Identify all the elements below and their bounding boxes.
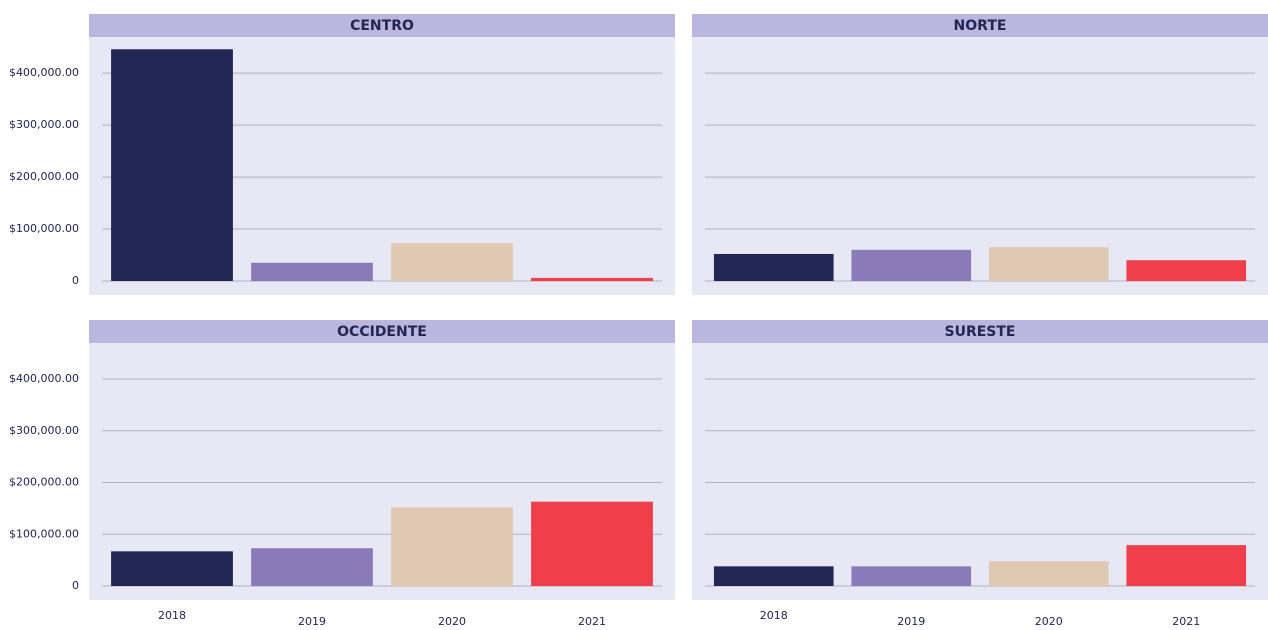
bar: [531, 277, 653, 281]
y-tick-label: $100,000.00: [9, 222, 79, 235]
x-tick-label: 2018: [158, 609, 186, 622]
x-tick-label: 2020: [438, 615, 466, 626]
x-tick-label: 2019: [298, 615, 326, 626]
bar: [1126, 260, 1247, 281]
y-tick-label: $100,000.00: [9, 527, 79, 540]
x-tick-label: 2019: [897, 615, 925, 626]
y-tick-label: $400,000.00: [9, 372, 79, 385]
y-tick-label: $200,000.00: [9, 170, 79, 183]
panel-title: SURESTE: [945, 324, 1016, 340]
y-tick-label: $300,000.00: [9, 424, 79, 437]
bar: [251, 262, 373, 281]
y-tick-label: $300,000.00: [9, 118, 79, 131]
x-tick-label: 2021: [578, 615, 606, 626]
y-tick-label: $400,000.00: [9, 66, 79, 79]
bar: [391, 243, 513, 281]
x-tick-label: 2018: [760, 609, 788, 622]
panel-title: CENTRO: [350, 18, 414, 34]
panel-title: NORTE: [954, 18, 1007, 34]
bar: [988, 561, 1109, 586]
bar: [251, 548, 373, 586]
panel-title: OCCIDENTE: [337, 324, 427, 340]
x-tick-label: 2020: [1035, 615, 1063, 626]
bar: [851, 249, 972, 281]
bar: [713, 253, 834, 281]
bar: [713, 566, 834, 586]
bar: [988, 247, 1109, 281]
x-tick-label: 2021: [1172, 615, 1200, 626]
bar: [111, 551, 233, 586]
bar: [531, 501, 653, 586]
panel-header: [692, 320, 1268, 343]
bar: [851, 566, 972, 586]
panel-header: [89, 14, 675, 37]
bar: [111, 49, 233, 282]
bar: [1126, 545, 1247, 586]
y-tick-label: 0: [72, 274, 79, 287]
panel-header: [89, 320, 675, 343]
panel-header: [692, 14, 1268, 37]
panel: [692, 14, 1268, 295]
y-tick-label: 0: [72, 579, 79, 592]
y-tick-label: $200,000.00: [9, 476, 79, 489]
bar: [391, 507, 513, 586]
